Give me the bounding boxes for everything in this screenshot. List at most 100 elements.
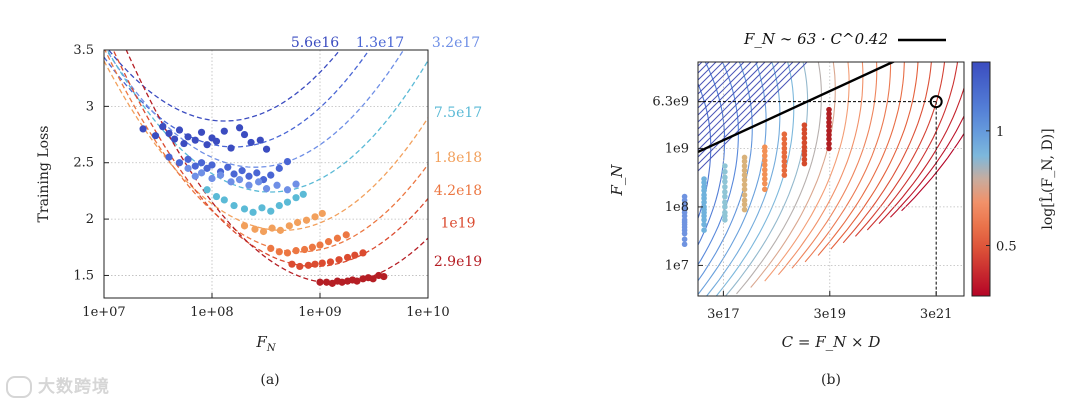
data-point-1.8e18 [276, 226, 285, 234]
contour-line [564, 0, 697, 351]
data-point-3.2e17 [191, 172, 199, 180]
fit-curve-4.2e18 [104, 50, 428, 253]
data-point-C10000000000000000000 [801, 122, 808, 128]
contour-line [830, 62, 919, 250]
data-point-C56000000000000000 [681, 217, 688, 223]
data-point-C130000000000000000 [701, 199, 707, 206]
data-point-5.6e16 [235, 124, 244, 132]
y-axis-title: Training Loss [36, 126, 52, 223]
caption-a: (a) [260, 372, 279, 388]
data-point-2.9e19 [369, 275, 377, 283]
data-point-1.3e17 [238, 167, 246, 175]
data-point-3.2e17 [184, 164, 192, 172]
data-point-7.5e17 [275, 201, 283, 210]
data-point-5.6e16 [203, 141, 211, 149]
data-point-C29000000000000000000 [826, 119, 832, 126]
data-point-C4200000000000000000 [781, 149, 788, 156]
y-tick-label: 3.5 [73, 43, 94, 58]
contour-line [509, 0, 655, 370]
data-point-C750000000000000000 [741, 172, 748, 178]
contour-line-dense [698, 62, 731, 95]
contour-line [866, 62, 959, 231]
data-point-C320000000000000000 [722, 174, 728, 181]
curve-label-2.9e19: 2.9e19 [434, 254, 482, 270]
panel-a: 1e+07 1e+08 1e+09 1e+10 1.5 2 2.5 3 3.5 FN Trainin… [36, 35, 482, 388]
data-point-1.8e18 [311, 213, 319, 221]
data-point-4.2e18 [300, 245, 309, 254]
data-point-1e19 [351, 251, 359, 259]
data-point-5.6e16 [262, 145, 271, 153]
data-point-C1800000000000000000 [761, 157, 768, 164]
panel-b-points [681, 106, 832, 248]
data-point-1.3e17 [175, 159, 184, 167]
data-point-1.3e17 [245, 172, 253, 180]
data-point-C320000000000000000 [722, 168, 728, 175]
data-point-7.5e17 [258, 204, 266, 212]
data-point-2.9e19 [380, 272, 388, 281]
data-point-2.9e19 [316, 278, 324, 286]
data-point-C4200000000000000000 [781, 167, 788, 174]
data-point-C1800000000000000000 [761, 152, 768, 159]
contour-line [698, 62, 753, 282]
data-point-C56000000000000000 [681, 193, 688, 200]
data-point-1e19 [326, 258, 335, 266]
data-point-C750000000000000000 [741, 192, 748, 198]
panel-b: 3e17 3e19 3e21 1e7 1e8 1e9 6.3e9 C = F_N × D F_N… [509, 0, 1056, 388]
data-point-C10000000000000000000 [801, 139, 808, 146]
data-point-2.9e19 [322, 278, 331, 286]
data-point-C4200000000000000000 [781, 158, 788, 165]
data-point-5.6e16 [227, 144, 235, 152]
data-point-C130000000000000000 [701, 221, 707, 228]
contour-line-dense [698, 62, 780, 144]
data-point-5.6e16 [220, 127, 228, 135]
data-point-C750000000000000000 [741, 158, 748, 165]
x-tick-label: 1e+10 [406, 305, 449, 320]
data-point-3.2e17 [208, 174, 216, 183]
data-point-C130000000000000000 [701, 204, 707, 210]
data-point-3.2e17 [292, 180, 300, 188]
data-point-C1800000000000000000 [761, 180, 768, 187]
data-point-7.5e17 [212, 192, 221, 201]
data-point-1e19 [288, 260, 296, 268]
data-point-C320000000000000000 [722, 193, 728, 200]
data-point-1.3e17 [184, 155, 192, 163]
data-point-5.6e16 [151, 132, 160, 140]
x-axis-title: C = F_N × D [782, 333, 881, 351]
contour-line-dense [698, 62, 759, 123]
data-point-C56000000000000000 [681, 236, 688, 243]
data-point-1.3e17 [208, 161, 216, 169]
data-point-1e19 [304, 261, 312, 269]
panel-a-frame [103, 49, 429, 299]
data-point-1.3e17 [191, 162, 199, 170]
data-point-C320000000000000000 [722, 204, 728, 210]
watermark-text: 大数跨境 [38, 377, 110, 397]
data-point-7.5e17 [203, 186, 211, 194]
data-point-1.8e18 [302, 216, 311, 224]
data-point-C56000000000000000 [681, 241, 688, 248]
data-point-7.5e17 [299, 190, 307, 198]
data-point-3.2e17 [283, 186, 292, 194]
data-point-1.8e18 [318, 209, 326, 218]
data-point-C29000000000000000000 [826, 145, 832, 152]
curve-label-1.8e18: 1.8e18 [434, 150, 482, 166]
contour-line-dense [698, 62, 717, 81]
data-point-3.2e17 [235, 176, 244, 184]
data-point-5.6e16 [247, 138, 255, 147]
data-point-C750000000000000000 [741, 206, 748, 213]
data-point-5.6e16 [180, 139, 188, 148]
colorbar-tick-label: 0.5 [996, 240, 1017, 255]
data-point-C29000000000000000000 [826, 128, 832, 134]
panel-a-points [139, 123, 388, 287]
data-point-C4200000000000000000 [781, 136, 788, 142]
data-point-C10000000000000000000 [801, 148, 808, 154]
data-point-7.5e17 [249, 208, 257, 216]
data-point-C1800000000000000000 [761, 162, 768, 168]
data-point-C29000000000000000000 [826, 132, 832, 138]
contour-line-dense [698, 62, 801, 165]
data-point-C130000000000000000 [701, 217, 707, 223]
data-point-C10000000000000000000 [801, 135, 808, 141]
data-point-7.5e17 [230, 201, 238, 210]
data-point-C130000000000000000 [701, 176, 707, 182]
data-point-C29000000000000000000 [826, 115, 832, 121]
x-tick-label: 1e+07 [82, 305, 125, 320]
